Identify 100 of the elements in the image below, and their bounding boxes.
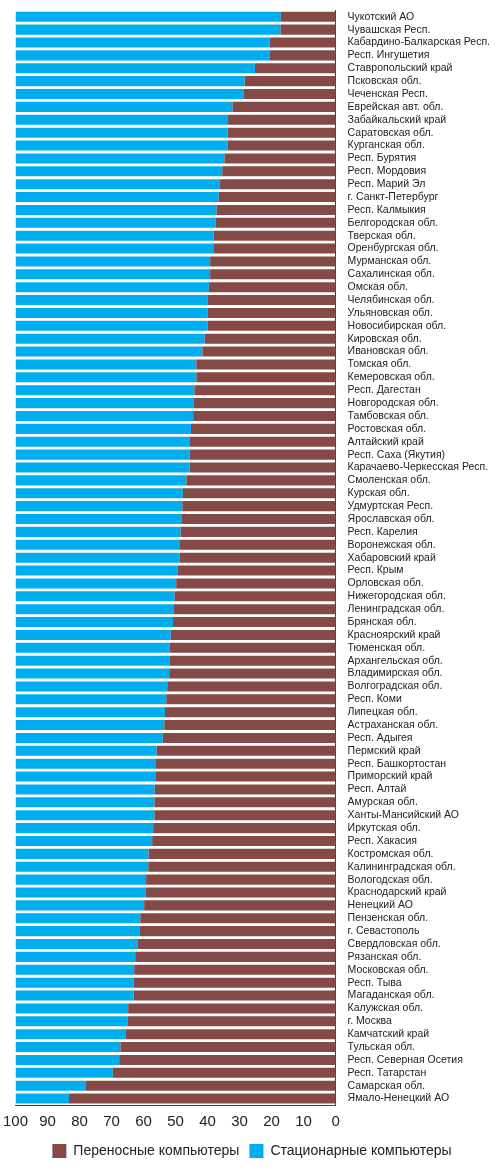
bar [15,76,245,87]
bar [193,398,336,409]
y-tick-label: г. Санкт-Петербург [347,189,439,202]
bar [140,913,336,924]
bar [215,217,336,228]
bar [156,745,336,756]
bar [15,720,165,731]
bar [15,629,171,640]
y-tick-label: Респ. Бурятия [347,151,417,164]
y-tick-label: Ростовская обл. [347,421,427,434]
y-tick-label: Забайкальский край [347,112,447,125]
bar [15,256,211,267]
y-tick-label: Самарская обл. [347,1078,425,1091]
bar [196,359,336,370]
y-tick-label: Смоленская обл. [347,473,431,486]
bar [15,282,209,293]
bar [189,436,336,447]
y-tick-label: Волгоградская обл. [347,679,443,692]
bar [254,63,336,74]
y-tick-label: Ненецкий АО [347,898,413,911]
y-tick-label: Саратовская обл. [347,125,434,138]
bar [15,861,149,872]
y-tick-label: Респ. Крым [347,563,404,576]
y-tick-label: Ханты-Мансийский АО [347,808,460,821]
bar [15,707,165,718]
bar [156,758,336,769]
bar [15,810,155,821]
bar [15,771,156,782]
y-tick-label: Чукотский АО [347,9,415,22]
y-tick-label: Респ. Тыва [347,975,402,988]
bar [15,1016,128,1027]
bar [169,655,336,666]
y-tick-label: Липецкая обл. [347,705,418,718]
x-tick-label: 80 [71,1112,88,1130]
bar [15,462,190,473]
bar [164,707,336,718]
y-tick-label: Ямало-Ненецкий АО [347,1091,450,1104]
bar [15,565,178,576]
bar [210,269,336,280]
bar [15,127,228,138]
bar [15,823,154,834]
bar [202,346,336,357]
bar [15,449,190,460]
bar [15,11,281,22]
bar [180,526,336,537]
y-tick-label: Ленинградская обл. [347,602,445,615]
y-tick-label: Тамбовская обл. [347,408,429,421]
y-tick-label: Респ. Карелия [347,524,418,537]
y-tick-label: Омская обл. [347,280,408,293]
bar [137,938,336,950]
bar [190,423,336,434]
bar [15,552,180,563]
x-tick-label: 60 [135,1112,152,1130]
x-tick-label: 10 [295,1112,312,1130]
bar [85,1080,336,1091]
y-tick-label: Тульская обл. [347,1039,415,1052]
bar [15,101,233,112]
y-tick-label: Респ. Башкортостан [347,756,447,769]
x-tick-label: 90 [39,1112,56,1130]
bar [15,1067,113,1078]
bar [15,617,173,628]
bar [154,784,336,795]
y-tick-label: Тюменская обл. [347,640,426,653]
y-tick-label: Астраханская обл. [347,717,439,730]
x-tick-label: 100 [3,1112,29,1130]
bar [216,204,336,215]
bar [269,50,336,61]
bar [244,76,336,87]
y-tick-label: Нижегородская обл. [347,589,446,602]
y-tick-label: Новосибирская обл. [347,318,447,331]
y-tick-label: Кабардино-Балкарская Респ. [347,35,490,48]
x-tick-label: 20 [263,1112,280,1130]
bar [186,475,336,486]
y-tick-label: Курская обл. [347,486,410,499]
bar [15,140,228,151]
bar [68,1093,336,1104]
bar [15,642,170,653]
bar [15,1003,129,1014]
bar [15,333,205,344]
bar [15,539,181,550]
bar [15,951,136,962]
y-tick-label: Красноярский край [347,627,441,640]
bar [15,526,181,537]
y-tick-label: Респ. Мордовия [347,164,427,177]
bar [172,617,336,628]
bar [119,1054,336,1065]
bar [213,243,336,254]
bar [15,848,149,859]
bar [15,295,208,306]
x-tick-label: 30 [231,1112,248,1130]
legend-label: Переносные компьютеры [73,1141,240,1158]
y-tick-label: Респ. Ингушетия [347,48,430,61]
bar [220,179,336,190]
bar [222,166,336,177]
bar [207,320,336,331]
bar [15,668,170,679]
bar [153,823,336,834]
bar [194,385,336,396]
y-tick-label: Амурская обл. [347,795,418,808]
bar [15,488,183,499]
